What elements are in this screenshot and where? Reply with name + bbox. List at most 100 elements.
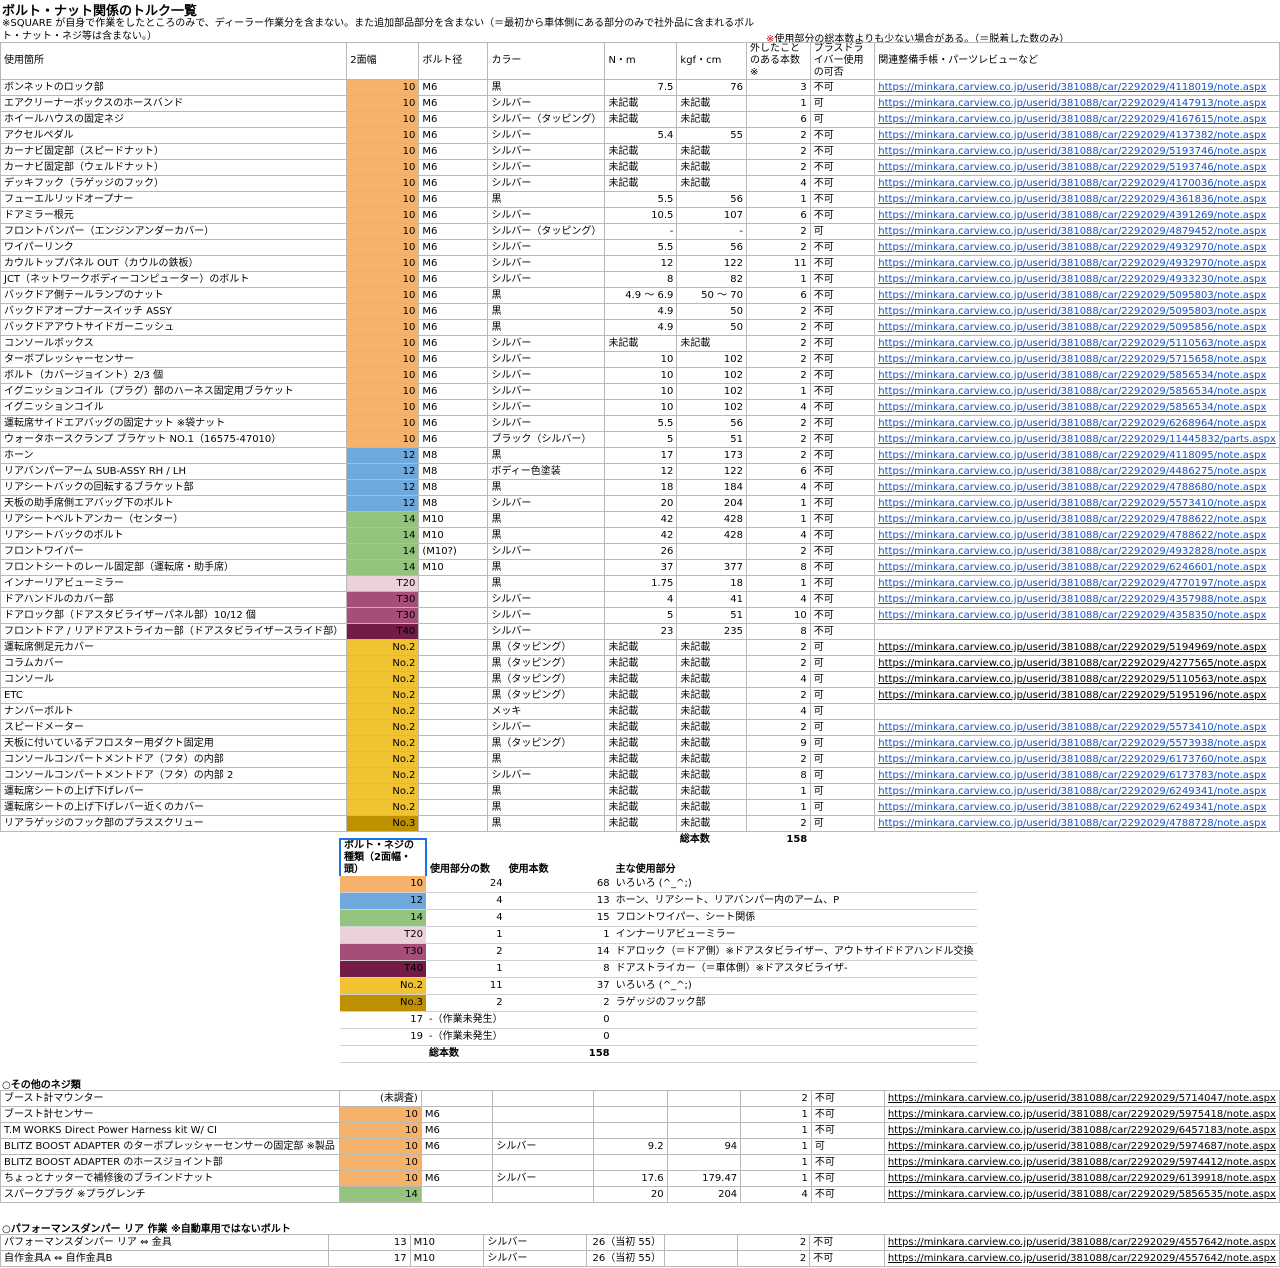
width-cell: 10 — [346, 159, 420, 176]
link-cell[interactable]: https://minkara.carview.co.jp/userid/381… — [874, 575, 1280, 592]
link-cell[interactable]: https://minkara.carview.co.jp/userid/381… — [874, 671, 1280, 688]
width-cell: 10 — [346, 255, 420, 272]
link-cell[interactable]: https://minkara.carview.co.jp/userid/381… — [874, 287, 1280, 304]
link-cell[interactable]: https://minkara.carview.co.jp/userid/381… — [883, 1170, 1280, 1187]
link-cell[interactable]: https://minkara.carview.co.jp/userid/381… — [874, 767, 1280, 784]
link-cell[interactable]: https://minkara.carview.co.jp/userid/381… — [874, 367, 1280, 384]
link-cell[interactable]: https://minkara.carview.co.jp/userid/381… — [874, 495, 1280, 512]
header-diameter: ボルト径 — [418, 42, 489, 80]
link-cell[interactable]: https://minkara.carview.co.jp/userid/381… — [874, 511, 1280, 528]
link-cell[interactable]: https://minkara.carview.co.jp/userid/381… — [874, 127, 1280, 144]
kgfcm-cell: 未記載 — [676, 143, 747, 160]
link-cell[interactable]: https://minkara.carview.co.jp/userid/381… — [874, 79, 1280, 96]
plus-driver-cell: 不可 — [809, 1234, 885, 1251]
link-cell[interactable]: https://minkara.carview.co.jp/userid/381… — [874, 335, 1280, 352]
link-cell[interactable]: https://minkara.carview.co.jp/userid/381… — [883, 1234, 1280, 1251]
width-cell: 10 — [338, 1138, 422, 1155]
link-cell[interactable]: https://minkara.carview.co.jp/userid/381… — [874, 463, 1280, 480]
removed-count-cell: 4 — [745, 527, 811, 544]
link-cell[interactable]: https://minkara.carview.co.jp/userid/381… — [874, 303, 1280, 320]
link-cell[interactable]: https://minkara.carview.co.jp/userid/381… — [874, 159, 1280, 176]
link-cell[interactable]: https://minkara.carview.co.jp/userid/381… — [874, 143, 1280, 160]
link-cell[interactable]: https://minkara.carview.co.jp/userid/381… — [874, 559, 1280, 576]
nm-cell: 未記載 — [604, 815, 678, 832]
removed-count-cell: 4 — [745, 671, 811, 688]
summary-header[interactable]: ボルト・ネジの種類（2面幅・頭） — [339, 838, 427, 876]
link-cell[interactable]: https://minkara.carview.co.jp/userid/381… — [883, 1106, 1280, 1123]
link-cell[interactable]: https://minkara.carview.co.jp/userid/381… — [874, 351, 1280, 368]
nm-cell: 26（当初 55） — [586, 1250, 666, 1267]
link-cell[interactable]: https://minkara.carview.co.jp/userid/381… — [874, 383, 1280, 400]
link-cell[interactable]: https://minkara.carview.co.jp/userid/381… — [874, 735, 1280, 752]
link-cell[interactable]: https://minkara.carview.co.jp/userid/381… — [874, 607, 1280, 624]
link-cell[interactable]: https://minkara.carview.co.jp/userid/381… — [874, 447, 1280, 464]
link-cell[interactable]: https://minkara.carview.co.jp/userid/381… — [874, 95, 1280, 112]
color-cell: シルバー — [487, 591, 606, 608]
table-row: ターボプレッシャーセンサー 10 M6 シルバー 10 102 2 不可 https://min… — [0, 351, 1280, 368]
plus-driver-cell: 不可 — [809, 255, 876, 272]
link-cell[interactable]: https://minkara.carview.co.jp/userid/381… — [874, 111, 1280, 128]
kgfcm-cell: 50 — [676, 303, 747, 320]
link-cell[interactable]: https://minkara.carview.co.jp/userid/381… — [883, 1186, 1280, 1203]
table-row: イグニッションコイル（プラグ）部のハーネス固定用ブラケット 10 M6 シルバー 10 1… — [0, 383, 1280, 400]
link-cell[interactable]: https://minkara.carview.co.jp/userid/381… — [874, 175, 1280, 192]
summary-parts: 4 — [426, 892, 506, 910]
link-cell[interactable]: https://minkara.carview.co.jp/userid/381… — [874, 719, 1280, 736]
plus-driver-cell: 不可 — [809, 207, 876, 224]
link-cell[interactable]: https://minkara.carview.co.jp/userid/381… — [874, 639, 1280, 656]
link-cell[interactable]: https://minkara.carview.co.jp/userid/381… — [874, 191, 1280, 208]
plus-driver-cell: 不可 — [809, 623, 876, 640]
removed-count-cell: 2 — [745, 687, 811, 704]
location-cell: 運転席シートの上げ下げレバー — [0, 783, 348, 800]
link-cell[interactable]: https://minkara.carview.co.jp/userid/381… — [874, 687, 1280, 704]
link-cell[interactable]: https://minkara.carview.co.jp/userid/381… — [874, 527, 1280, 544]
location-cell: ホーン — [0, 447, 348, 464]
link-cell[interactable]: https://minkara.carview.co.jp/userid/381… — [874, 655, 1280, 672]
link-cell[interactable]: https://minkara.carview.co.jp/userid/381… — [874, 207, 1280, 224]
link-cell[interactable]: https://minkara.carview.co.jp/userid/381… — [874, 271, 1280, 288]
summary-header: 主な使用部分 — [615, 864, 676, 875]
table-row: スパークプラグ ※プラグレンチ 14 20 204 4 不可 https://minkara… — [0, 1186, 1280, 1203]
link-cell[interactable]: https://minkara.carview.co.jp/userid/381… — [883, 1138, 1280, 1155]
link-cell[interactable]: https://minkara.carview.co.jp/userid/381… — [874, 543, 1280, 560]
link-cell[interactable]: https://minkara.carview.co.jp/userid/381… — [874, 591, 1280, 608]
link-cell[interactable]: https://minkara.carview.co.jp/userid/381… — [874, 815, 1280, 832]
diameter-cell: M10 — [418, 559, 489, 576]
summary-count: 68 — [505, 876, 613, 893]
width-cell: 10 — [346, 335, 420, 352]
link-cell[interactable]: https://minkara.carview.co.jp/userid/381… — [874, 319, 1280, 336]
summary-type: 14 — [340, 909, 426, 927]
removed-count-cell: 2 — [745, 143, 811, 160]
table-row: ちょっとナッターで補修後のブラインドナット 10 M6 シルバー 17.6 179.47 1… — [0, 1170, 1280, 1187]
empty-cell — [340, 1045, 426, 1063]
color-cell: シルバー — [487, 207, 606, 224]
link-cell[interactable]: https://minkara.carview.co.jp/userid/381… — [883, 1154, 1280, 1171]
kgfcm-cell: 102 — [676, 367, 747, 384]
link-cell[interactable]: https://minkara.carview.co.jp/userid/381… — [874, 223, 1280, 240]
link-cell[interactable]: https://minkara.carview.co.jp/userid/381… — [874, 431, 1280, 448]
link-cell[interactable]: https://minkara.carview.co.jp/userid/381… — [874, 255, 1280, 272]
removed-count-cell: 1 — [745, 575, 811, 592]
link-cell[interactable]: https://minkara.carview.co.jp/userid/381… — [883, 1122, 1280, 1139]
link-cell[interactable]: https://minkara.carview.co.jp/userid/381… — [874, 399, 1280, 416]
diameter-cell: M6 — [420, 1106, 494, 1123]
kgfcm-cell: 未記載 — [676, 735, 747, 752]
kgfcm-cell — [666, 1106, 742, 1123]
nm-cell: 未記載 — [604, 751, 678, 768]
link-cell[interactable]: https://minkara.carview.co.jp/userid/381… — [874, 751, 1280, 768]
kgfcm-cell: 50 ～ 70 — [676, 287, 747, 304]
link-cell[interactable]: https://minkara.carview.co.jp/userid/381… — [874, 799, 1280, 816]
link-cell[interactable]: https://minkara.carview.co.jp/userid/381… — [874, 239, 1280, 256]
link-cell[interactable]: https://minkara.carview.co.jp/userid/381… — [874, 479, 1280, 496]
link-cell[interactable]: https://minkara.carview.co.jp/userid/381… — [874, 783, 1280, 800]
removed-count-cell: 11 — [745, 255, 811, 272]
link-cell[interactable]: https://minkara.carview.co.jp/userid/381… — [874, 415, 1280, 432]
link-cell[interactable]: https://minkara.carview.co.jp/userid/381… — [883, 1090, 1280, 1107]
width-cell: 14 — [346, 559, 420, 576]
plus-driver-cell: 不可 — [809, 575, 876, 592]
nm-cell: 10 — [604, 351, 678, 368]
color-cell: シルバー — [483, 1250, 588, 1267]
color-cell: シルバー — [492, 1138, 595, 1155]
link-cell[interactable]: https://minkara.carview.co.jp/userid/381… — [883, 1250, 1280, 1267]
kgfcm-cell: 41 — [676, 591, 747, 608]
